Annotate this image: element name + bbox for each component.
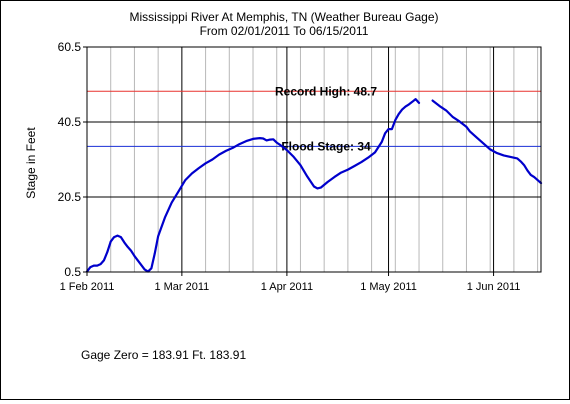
y-tick-label: 60.5: [58, 40, 82, 54]
flood-stage-label: Flood Stage: 34: [281, 139, 371, 153]
x-tick-label: 1 May 2011: [360, 281, 417, 293]
x-tick-label: 1 Mar 2011: [154, 281, 209, 293]
stage-series-line: [431, 99, 543, 185]
gage-zero-note: Gage Zero = 183.91 Ft. 183.91: [81, 348, 247, 362]
y-tick-label: 40.5: [58, 115, 82, 129]
record-high-label: Record High: 48.7: [275, 84, 377, 98]
reference-lines: Record High: 48.7 Flood Stage: 34: [87, 84, 541, 153]
chart-title: Mississippi River At Memphis, TN (Weathe…: [130, 10, 439, 24]
y-axis-ticks: 0.5 20.5 40.5 60.5: [58, 40, 87, 279]
x-tick-label: 1 Apr 2011: [261, 281, 313, 293]
stage-series-line: [85, 97, 421, 273]
plot-area-border: [86, 46, 542, 273]
y-tick-label: 20.5: [58, 190, 82, 204]
data-series: [85, 97, 543, 273]
y-axis-label: Stage in Feet: [24, 127, 38, 199]
grid-lines: [86, 46, 541, 273]
y-tick-label: 0.5: [64, 265, 81, 279]
x-axis-ticks: 1 Feb 2011 1 Mar 2011 1 Apr 2011 1 May 2011…: [60, 272, 521, 293]
x-tick-label: 1 Jun 2011: [467, 281, 521, 293]
x-tick-label: 1 Feb 2011: [60, 281, 115, 293]
chart-subtitle: From 02/01/2011 To 06/15/2011: [200, 24, 369, 38]
